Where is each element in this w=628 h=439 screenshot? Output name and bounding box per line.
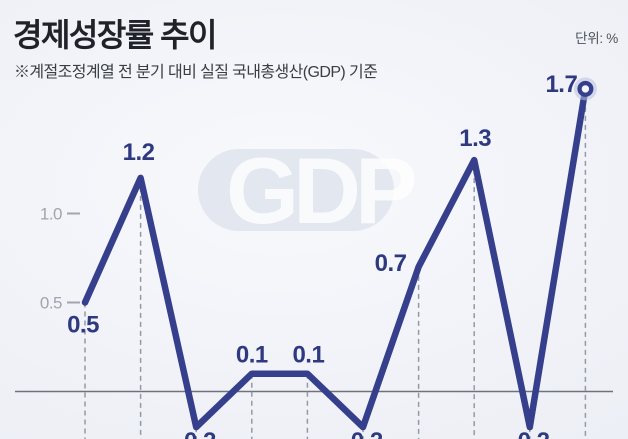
data-point-label: 0.1 (292, 342, 324, 369)
data-point-label: 0.5 (67, 312, 99, 339)
data-point-label: -0.2 (177, 428, 217, 439)
y-tick-label: 1.0 (40, 205, 62, 224)
data-point-label: 0.1 (236, 342, 268, 369)
data-point-label: 1.3 (459, 125, 491, 152)
watermark-pill (198, 149, 394, 231)
data-point-label: 0.7 (375, 250, 407, 277)
watermark-text: GDP (226, 138, 415, 243)
data-point-label: -0.2 (510, 428, 550, 439)
y-tick-label: 0.5 (40, 294, 62, 313)
page-title: 경제성장률 추이 (13, 17, 217, 53)
data-point-label: 1.7 (545, 71, 577, 98)
last-point-core (581, 85, 590, 93)
data-point-label: 1.2 (123, 139, 155, 166)
chart-subtitle: ※계절조정계열 전 분기 대비 실질 국내총생산(GDP) 기준 (14, 64, 378, 81)
data-point-label: -0.2 (343, 428, 383, 439)
growth-trend-line (81, 85, 589, 431)
unit-label: 단위: % (575, 31, 618, 46)
